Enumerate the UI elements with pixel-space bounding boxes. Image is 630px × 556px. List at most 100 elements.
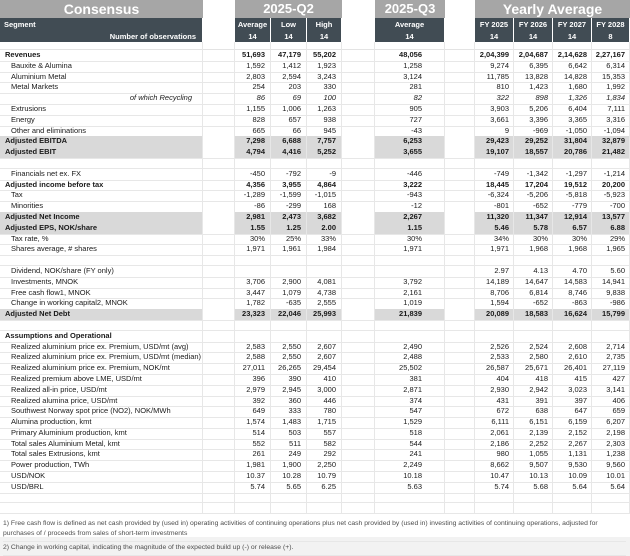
- gap-cell: [203, 330, 235, 343]
- row-label: Realized all-in price, USD/mt: [0, 384, 203, 397]
- q2-low-cell: 333: [271, 406, 307, 419]
- q3-average-cell: 2,249: [375, 460, 445, 473]
- gap-cell: [445, 417, 475, 429]
- q2-low-cell: 1,412: [271, 60, 307, 73]
- gap-cell: [203, 82, 235, 95]
- fy2025-cell: 18,445: [475, 179, 514, 192]
- q3-average-cell: [375, 265, 445, 278]
- gap-cell: [342, 363, 375, 375]
- q2-low-cell: -1,599: [271, 190, 307, 203]
- q2-high-cell: 100: [307, 93, 342, 105]
- q2-low-cell: 1,006: [271, 103, 307, 116]
- fy2027-cell: [553, 492, 592, 504]
- gap-cell: [203, 341, 235, 354]
- gap-cell: [342, 82, 375, 95]
- fy2026-cell: 5,206: [514, 103, 553, 116]
- q2-low-cell: 10.28: [271, 471, 307, 483]
- q2-average-cell: 86: [235, 93, 271, 105]
- fy2026-cell: 17,204: [514, 179, 553, 192]
- table-row: [0, 503, 630, 515]
- gap-cell: [342, 417, 375, 429]
- q2-average-header: Average: [235, 18, 271, 32]
- q2-low-cell: [271, 492, 307, 504]
- fy2025-cell: 431: [475, 395, 514, 408]
- fy2027-cell: [553, 503, 592, 515]
- gap-cell: [445, 82, 475, 95]
- fy2027-cell: 1,326: [553, 93, 592, 105]
- q3-average-cell: 281: [375, 82, 445, 95]
- fy2026-cell: 18,557: [514, 147, 553, 159]
- fy2027-cell: 19,512: [553, 179, 592, 192]
- gap-cell: [342, 471, 375, 483]
- q2-average-cell: 5.74: [235, 481, 271, 494]
- q3-average-cell: 2,161: [375, 287, 445, 300]
- gap-cell: [445, 481, 475, 494]
- gap-cell: [445, 438, 475, 451]
- fy2027-cell: 2,610: [553, 352, 592, 365]
- q2-low-cell: 1,900: [271, 460, 307, 473]
- q2-high-cell: 938: [307, 114, 342, 127]
- q2-high-cell: 2.00: [307, 222, 342, 235]
- q2-low-cell: 657: [271, 114, 307, 127]
- gap-cell: [342, 287, 375, 300]
- header-gap: [445, 18, 475, 32]
- q2-low-cell: 5.65: [271, 481, 307, 494]
- q3-average-cell: 3,655: [375, 147, 445, 159]
- table-row: Tax -1,289 -1,599 -1,015 -943 -6,324 -5,206 -5,…: [0, 190, 630, 203]
- fy2026-cell: 5.78: [514, 222, 553, 235]
- q2-average-cell: 261: [235, 449, 271, 462]
- q2-high-cell: 6.25: [307, 481, 342, 494]
- fy2027-cell: 2,608: [553, 341, 592, 354]
- q2-average-cell: 2,583: [235, 341, 271, 354]
- obs-q2-average: 14: [235, 31, 271, 42]
- table-row: Adjusted EPS, NOK/share 1.55 1.25 2.00 1.15 5…: [0, 222, 630, 235]
- gap-cell: [445, 427, 475, 440]
- footnotes: 1) Free cash flow is defined as net cash…: [0, 514, 630, 556]
- fy2025-cell: 810: [475, 82, 514, 95]
- row-label: Tax rate, %: [0, 233, 203, 246]
- gap-cell: [445, 309, 475, 321]
- gap-cell: [342, 503, 375, 515]
- fy2025-cell: 10.47: [475, 471, 514, 483]
- row-label: [0, 503, 203, 515]
- q3-average-cell: 1,971: [375, 244, 445, 257]
- q2-high-cell: 446: [307, 395, 342, 408]
- fy2027-cell: [553, 319, 592, 331]
- q2-high-cell: 25,993: [307, 309, 342, 321]
- row-label: Primary Aluminium production, kmt: [0, 427, 203, 440]
- fy2025-cell: [475, 503, 514, 515]
- gap-cell: [445, 395, 475, 408]
- gap-cell: [342, 427, 375, 440]
- row-label: Bauxite & Alumina: [0, 60, 203, 73]
- fy2027-cell: 6,642: [553, 60, 592, 73]
- fy2026-cell: 2,252: [514, 438, 553, 451]
- header-gap: [342, 0, 375, 18]
- q2-average-cell: 828: [235, 114, 271, 127]
- fy2027-cell: 10.09: [553, 471, 592, 483]
- table-row: Realized aluminium price ex. Premium, US…: [0, 341, 630, 354]
- q2-average-cell: 514: [235, 427, 271, 440]
- table-row: Bauxite & Alumina 1,592 1,412 1,923 1,258 9,2…: [0, 60, 630, 73]
- gap-cell: [445, 341, 475, 354]
- q2-title: 2025-Q2: [235, 0, 342, 18]
- q2-high-header: High: [307, 18, 342, 32]
- q2-high-cell: 2,250: [307, 460, 342, 473]
- fy2027-cell: 9,530: [553, 460, 592, 473]
- q2-low-cell: 2,945: [271, 384, 307, 397]
- fy2026-cell: 3,396: [514, 114, 553, 127]
- gap-cell: [203, 168, 235, 181]
- q2-average-cell: 4,356: [235, 179, 271, 192]
- fy2025-header: FY 2025: [475, 18, 514, 32]
- obs-q3-average: 14: [375, 31, 445, 42]
- row-label: Total sales Extrusions, kmt: [0, 449, 203, 462]
- q3-average-cell: 547: [375, 406, 445, 419]
- table-row: Power production, TWh 1,981 1,900 2,250 2,24…: [0, 460, 630, 473]
- q2-average-cell: 2,588: [235, 352, 271, 365]
- table-row: Realized all-in price, USD/mt 2,979 2,945 3…: [0, 384, 630, 397]
- gap-cell: [445, 406, 475, 419]
- q3-average-cell: [375, 319, 445, 331]
- q2-high-cell: [307, 503, 342, 515]
- header-gap: [342, 31, 375, 42]
- table-row: Primary Aluminium production, kmt 514 503 5…: [0, 427, 630, 440]
- table-row: Adjusted EBITDA 7,298 6,688 7,757 6,253 29,42…: [0, 136, 630, 149]
